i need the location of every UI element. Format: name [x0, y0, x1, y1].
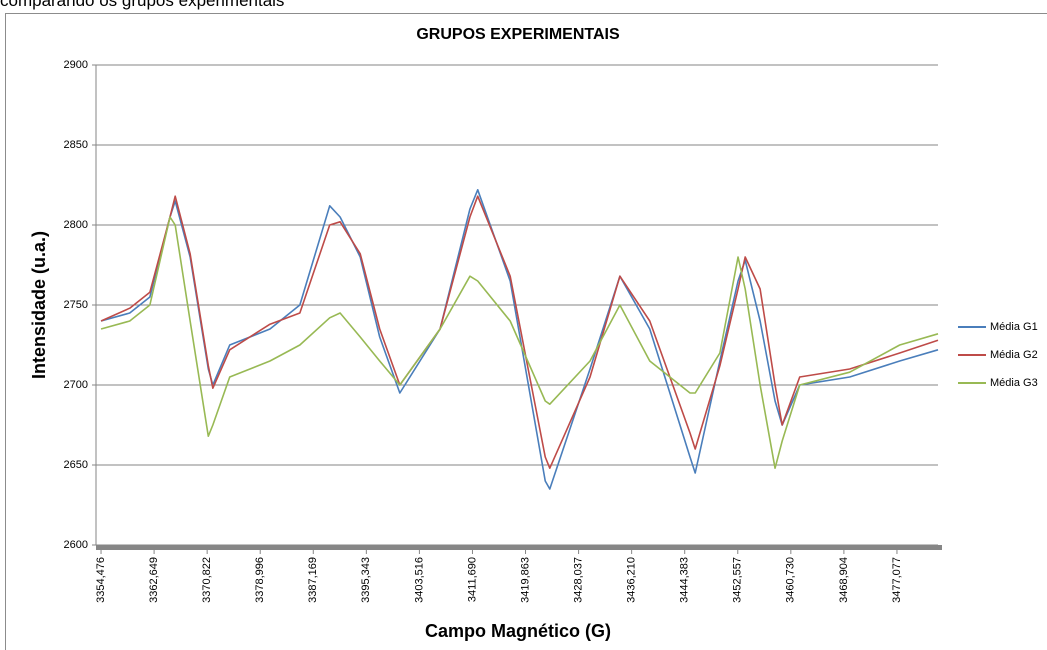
legend-label: Média G1: [990, 321, 1038, 333]
x-tick-label: 3378,996: [254, 557, 266, 603]
x-tick-label: 3370,822: [201, 557, 213, 603]
y-tick-label: 2850: [64, 139, 88, 151]
legend-label: Média G2: [990, 349, 1038, 361]
series-line: [100, 195, 939, 469]
legend-label: Média G3: [990, 377, 1038, 389]
x-tick-label: 3354,476: [95, 557, 107, 603]
x-tick-label: 3419,863: [519, 557, 531, 603]
y-tick-label: 2900: [64, 59, 88, 71]
y-tick-label: 2800: [64, 219, 88, 231]
x-tick-label: 3444,383: [679, 557, 691, 603]
x-tick-label: 3428,037: [572, 557, 584, 603]
chart-frame: [5, 13, 1047, 650]
x-tick-label: 3395,343: [360, 557, 372, 603]
x-axis-label: Campo Magnético (G): [425, 621, 611, 641]
series-line: [100, 216, 939, 469]
caption: comparando os grupos experimentais: [0, 0, 285, 10]
chart-title: GRUPOS EXPERIMENTAIS: [416, 26, 620, 43]
y-tick-label: 2650: [64, 459, 88, 471]
x-axis: [96, 545, 942, 550]
y-tick-label: 2600: [64, 539, 88, 551]
x-tick-label: 3477,077: [891, 557, 903, 603]
y-axis-label: Intensidade (u.a.): [29, 231, 49, 379]
y-tick-label: 2700: [64, 379, 88, 391]
x-tick-label: 3411,690: [466, 557, 478, 602]
x-tick-label: 3460,730: [785, 557, 797, 603]
x-tick-label: 3468,904: [838, 557, 850, 603]
y-tick-label: 2750: [64, 299, 88, 311]
x-tick-label: 3452,557: [732, 557, 744, 603]
x-tick-label: 3362,649: [148, 557, 160, 603]
x-tick-label: 3403,516: [413, 557, 425, 603]
x-tick-label: 3387,169: [307, 557, 319, 603]
x-tick-label: 3436,210: [626, 557, 638, 603]
